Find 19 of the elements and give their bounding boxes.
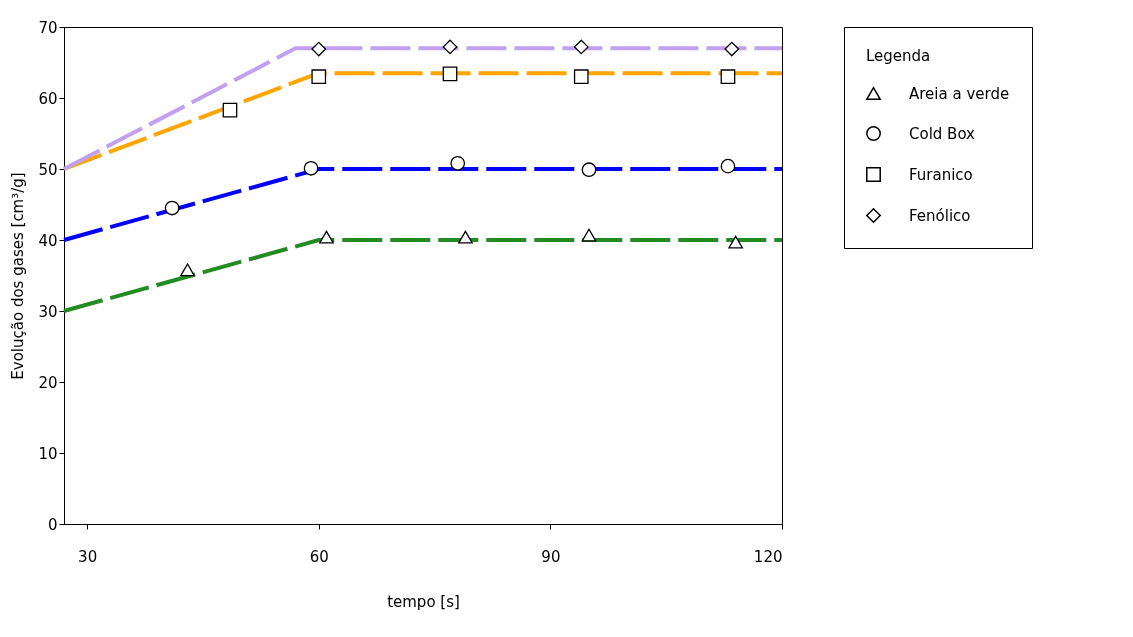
legend-label: Cold Box [909, 124, 976, 143]
x-axis-title: tempo [s] [387, 592, 460, 611]
y-tick-label: 10 [38, 444, 58, 463]
legend-label: Fenólico [909, 206, 971, 225]
y-tick-label: 40 [38, 231, 58, 250]
x-tick-label: 120 [753, 547, 783, 566]
y-tick-label: 30 [38, 302, 58, 321]
y-tick-label: 50 [38, 160, 58, 179]
y-tick-label: 60 [38, 89, 58, 108]
x-tick-label: 90 [541, 547, 561, 566]
legend-label: Furanico [909, 165, 973, 184]
x-tick-label: 30 [78, 547, 98, 566]
x-tick-label: 60 [309, 547, 329, 566]
y-tick-label: 70 [38, 18, 58, 37]
legend-title: Legenda [866, 47, 931, 65]
y-tick-label: 20 [38, 373, 58, 392]
y-axis-title: Evolução dos gases [cm³/g] [9, 172, 28, 380]
legend-label: Areia a verde [909, 84, 1010, 103]
y-tick-label: 0 [47, 515, 58, 534]
